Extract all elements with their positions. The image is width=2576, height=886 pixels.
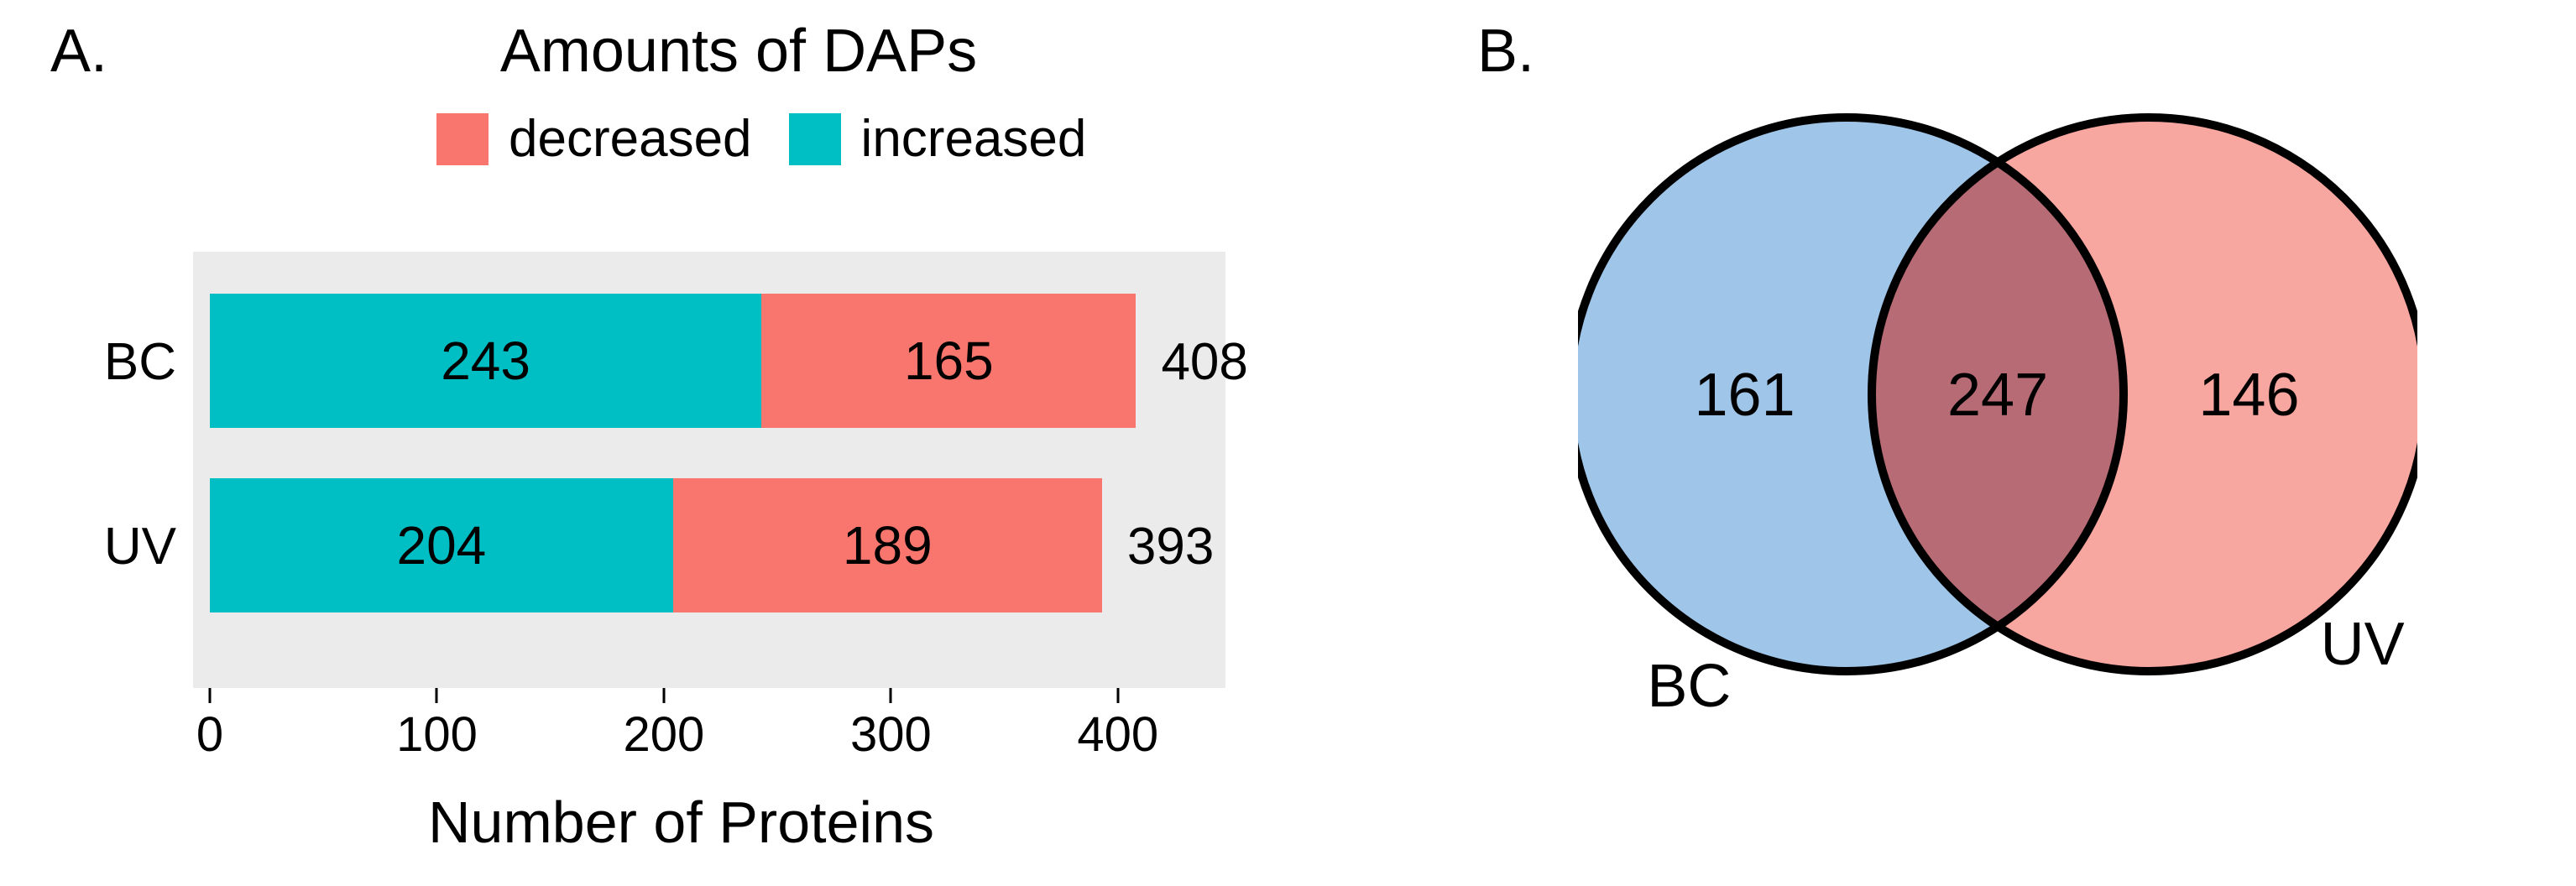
- category-label: BC: [76, 332, 176, 392]
- figure-root: A. Amounts of DAPs decreased increased 2…: [0, 0, 2576, 886]
- total-label: 408: [1161, 332, 1247, 392]
- legend-swatch-increased: [789, 113, 841, 165]
- bar-decreased: 165: [761, 294, 1136, 428]
- venn-overlap: 247: [1947, 361, 2048, 430]
- x-tick-mark: [436, 688, 438, 703]
- panel-a-title: Amounts of DAPs: [403, 17, 1074, 86]
- panel-b-label: B.: [1477, 17, 1534, 86]
- legend-label-increased: increased: [861, 109, 1087, 169]
- legend-label-decreased: decreased: [509, 109, 752, 169]
- venn-right-label: UV: [2321, 610, 2405, 679]
- x-tick-label: 100: [396, 706, 478, 763]
- category-label: UV: [76, 517, 176, 576]
- x-tick-label: 200: [624, 706, 705, 763]
- x-tick-label: 400: [1077, 706, 1158, 763]
- legend-swatch-decreased: [436, 113, 489, 165]
- panel-a-label: A.: [50, 17, 107, 86]
- x-tick-mark: [662, 688, 665, 703]
- bar-decreased: 189: [673, 478, 1102, 612]
- chart-legend: decreased increased: [436, 109, 1086, 169]
- x-tick-mark: [209, 688, 212, 703]
- x-tick-mark: [890, 688, 892, 703]
- x-tick-mark: [1116, 688, 1119, 703]
- bar-increased: 204: [210, 478, 673, 612]
- x-axis-title: Number of Proteins: [428, 789, 934, 856]
- total-label: 393: [1127, 517, 1214, 576]
- bar-increased: 243: [210, 294, 761, 428]
- x-tick-label: 0: [196, 706, 223, 763]
- venn-left-label: BC: [1647, 652, 1731, 721]
- venn-left-only: 161: [1695, 361, 1795, 430]
- x-tick-label: 300: [850, 706, 932, 763]
- venn-right-only: 146: [2198, 361, 2299, 430]
